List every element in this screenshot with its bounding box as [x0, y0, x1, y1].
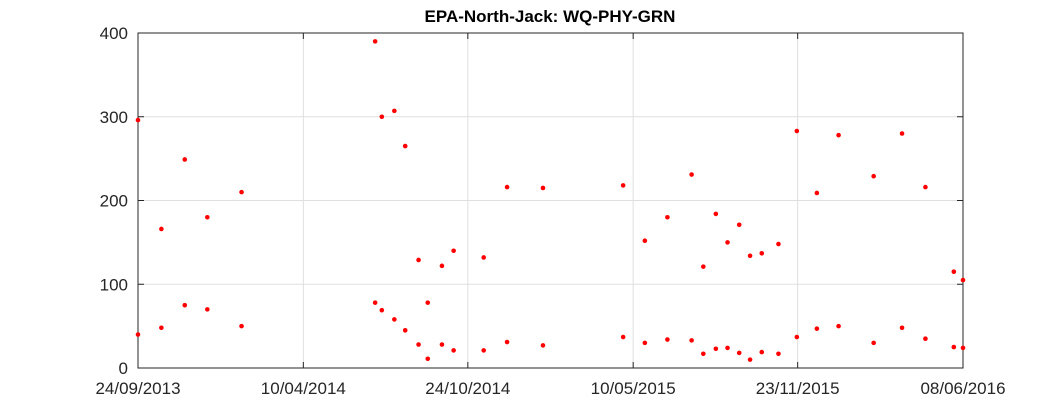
data-point — [392, 108, 397, 114]
data-point — [439, 342, 445, 347]
data-point — [402, 328, 408, 333]
y-axis: 0 100 200 300 400 — [100, 24, 963, 378]
data-point — [642, 340, 648, 346]
data-point — [392, 317, 397, 322]
x-axis: 24/09/2013 10/04/2014 24/10/2014 10/05/2015… — [95, 33, 1006, 398]
data-point — [416, 257, 421, 263]
data-point — [372, 39, 378, 44]
chart-title: EPA-North-Jack: WQ-PHY-GRN — [425, 7, 676, 26]
data-point — [504, 339, 510, 345]
data-point — [451, 348, 456, 353]
data-point — [620, 334, 626, 340]
data-point — [923, 184, 928, 190]
data-points — [135, 39, 966, 362]
data-point — [736, 222, 742, 228]
data-point — [759, 250, 765, 256]
data-point — [481, 348, 486, 353]
y-tick-label: 100 — [100, 275, 128, 294]
data-point — [182, 302, 188, 308]
data-point — [540, 343, 546, 348]
data-point — [725, 345, 730, 351]
data-point — [951, 344, 957, 350]
data-point — [736, 350, 742, 356]
data-point — [402, 143, 408, 149]
data-point — [899, 131, 905, 136]
data-point — [814, 190, 820, 196]
data-point — [239, 189, 244, 195]
data-point — [451, 248, 456, 254]
data-point — [416, 342, 421, 347]
data-point — [960, 345, 966, 351]
data-point — [747, 253, 753, 259]
data-point — [135, 332, 141, 337]
data-point — [642, 238, 648, 243]
data-point — [504, 184, 510, 190]
data-point — [725, 240, 730, 245]
data-point — [960, 277, 966, 283]
x-tick-label: 10/04/2014 — [261, 379, 346, 398]
data-point — [776, 351, 781, 357]
x-tick-label: 08/06/2016 — [920, 379, 1005, 398]
data-point — [759, 349, 765, 355]
data-point — [814, 326, 820, 331]
x-tick-label: 24/10/2014 — [425, 379, 510, 398]
data-point — [665, 214, 670, 220]
data-point — [951, 269, 957, 274]
data-point — [379, 307, 385, 313]
data-point — [135, 117, 141, 123]
y-tick-label: 200 — [100, 192, 128, 211]
data-point — [205, 214, 210, 220]
data-point — [439, 263, 445, 269]
data-point — [713, 346, 719, 352]
data-point — [923, 336, 928, 341]
data-point — [701, 264, 706, 269]
y-tick-label: 400 — [100, 24, 128, 43]
data-point — [794, 128, 800, 134]
data-point — [372, 300, 378, 305]
data-point — [425, 300, 431, 305]
data-point — [899, 325, 905, 331]
data-point — [713, 211, 719, 217]
x-tick-label: 24/09/2013 — [95, 379, 180, 398]
data-point — [425, 356, 431, 362]
y-tick-label: 300 — [100, 108, 128, 127]
data-point — [159, 325, 164, 331]
data-point — [794, 334, 800, 340]
y-tick-label: 0 — [119, 359, 128, 378]
data-point — [182, 157, 188, 162]
data-point — [205, 307, 210, 312]
data-point — [239, 323, 244, 329]
data-point — [689, 338, 694, 343]
data-point — [540, 185, 546, 191]
x-tick-label: 23/11/2015 — [756, 379, 840, 398]
grid-lines — [138, 33, 963, 368]
data-point — [871, 173, 876, 179]
data-point — [776, 241, 781, 247]
data-point — [481, 255, 486, 260]
data-point — [701, 351, 706, 357]
data-point — [747, 357, 753, 362]
data-point — [871, 340, 876, 346]
data-point — [689, 172, 694, 177]
x-tick-label: 10/05/2015 — [591, 379, 676, 398]
data-point — [665, 337, 670, 342]
data-point — [379, 114, 385, 120]
data-point — [836, 132, 841, 138]
data-point — [620, 183, 626, 188]
data-point — [836, 323, 841, 329]
data-point — [159, 226, 164, 232]
